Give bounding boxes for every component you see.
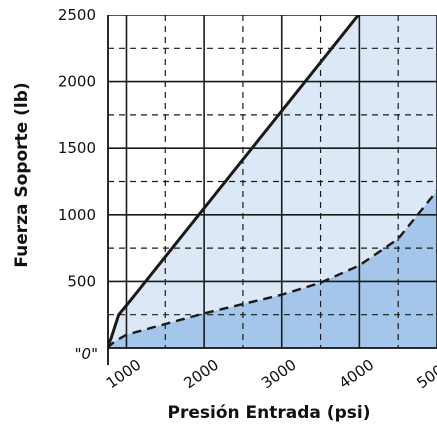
upper-region-fill	[108, 15, 437, 348]
x-tick-label: 4000	[336, 356, 378, 393]
y-tick-label: 2500	[58, 6, 96, 24]
y-tick-label: 500	[67, 272, 96, 290]
y-tick-label: "0"	[75, 345, 98, 363]
y-tick-label: 1500	[58, 139, 96, 157]
y-tick-label: 1000	[58, 206, 96, 224]
x-tick-label: 3000	[258, 356, 300, 393]
y-tick-label: 2000	[58, 73, 96, 91]
series-dashed-line	[108, 190, 437, 348]
lower-region-fill	[108, 190, 437, 348]
x-tick-label: 2000	[180, 356, 222, 393]
x-tick-label: 1000	[103, 356, 145, 393]
series-solid-line	[108, 15, 361, 348]
x-axis-title: Presión Entrada (psi)	[168, 403, 371, 423]
y-axis-title: Fuerza Soporte (lb)	[12, 82, 32, 267]
x-tick-label: 5000	[413, 356, 437, 393]
